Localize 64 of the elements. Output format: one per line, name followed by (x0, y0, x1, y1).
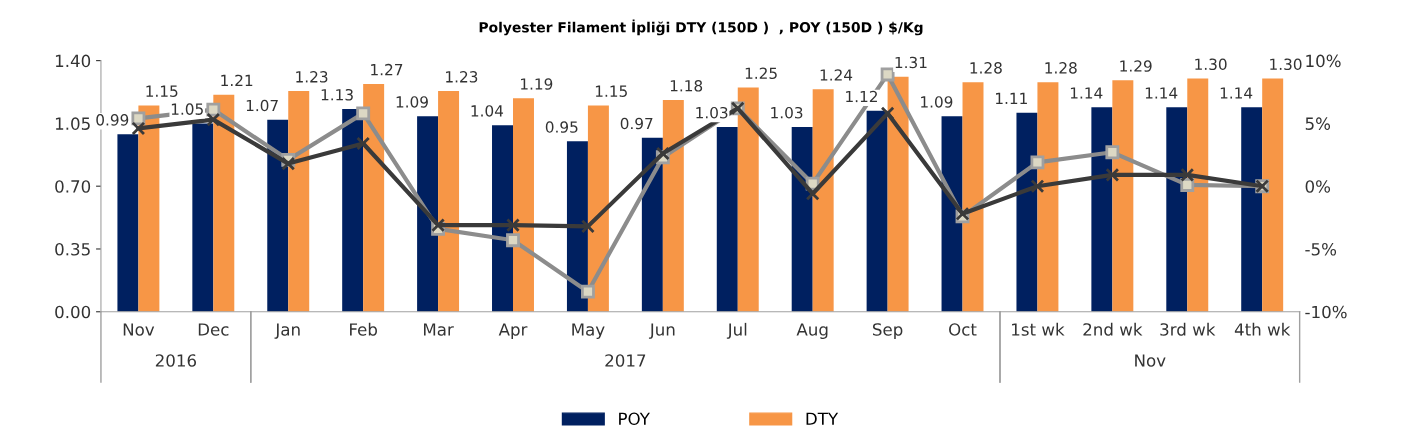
text: 1.19 (521, 78, 553, 90)
x-tick-label: 2nd wk (1083, 322, 1143, 336)
y2-tick-label: -5% (1305, 242, 1337, 256)
text: 1.09 (921, 96, 953, 108)
text: 1.31 (895, 56, 927, 69)
text: 1.13 (321, 88, 353, 101)
y-tick-label: 0.70 (55, 180, 91, 193)
text: 0.99 (96, 114, 129, 126)
text: 1.23 (296, 71, 328, 83)
text: 0.97 (620, 117, 653, 130)
y2-tick-label: 10% (1306, 54, 1341, 68)
chart-title: Polyester Filament İpliği DTY (150D ) , POY (150D ) $/Kg (479, 19, 923, 36)
x-tick-label: Jun (648, 323, 675, 339)
text: 1.15 (595, 85, 627, 97)
text: 1.14 (1220, 87, 1253, 99)
text: 1.05 (171, 103, 203, 115)
y2-tick-label: 0% (1305, 180, 1331, 193)
text: 1.04 (471, 105, 504, 117)
x-tick-label: Mar (423, 323, 454, 336)
x-tick-label: May (572, 323, 605, 339)
x-tick-label: Sep (872, 323, 903, 339)
x-tick-label: Jul (726, 322, 747, 339)
text: 1.03 (696, 106, 728, 119)
x-tick-label: Aug (796, 323, 828, 339)
text: Nov (1135, 354, 1166, 367)
text: 1.14 (1145, 87, 1178, 99)
y-tick-label: 1.40 (55, 54, 91, 68)
x-tick-label: Dec (198, 323, 229, 336)
text: 1.28 (970, 62, 1002, 74)
text: 1.30 (1195, 58, 1227, 71)
x-tick-label: 1st wk (1012, 322, 1065, 336)
text: 1.09 (396, 96, 428, 108)
text: 1.29 (1120, 60, 1152, 72)
text: 0.95 (545, 121, 578, 133)
text: 1.24 (820, 69, 853, 81)
y-tick-label: 1.05 (55, 117, 90, 130)
x-tick-label: 3rd wk (1160, 322, 1216, 336)
x-tick-label: Apr (498, 323, 528, 339)
text: 1.21 (221, 74, 253, 86)
y2-tick-label: 5% (1305, 117, 1331, 130)
text: 1.25 (745, 67, 777, 80)
text: 1.03 (771, 106, 803, 119)
x-tick-label: Jan (274, 323, 300, 339)
legend-label: DTY (806, 412, 839, 425)
text: 1.07 (246, 99, 278, 112)
text: 1.18 (670, 80, 703, 92)
text: 1.27 (371, 63, 403, 76)
text: 1.14 (1070, 87, 1103, 99)
x-tick-label: 4th wk (1234, 322, 1291, 336)
y-tick-label: 0.35 (55, 242, 90, 256)
text: 1.30 (1270, 58, 1302, 71)
text: 1.23 (446, 71, 478, 83)
text: 1.12 (846, 90, 877, 103)
x-tick-label: Feb (350, 322, 377, 336)
text: 1.28 (1045, 62, 1077, 74)
y-tick-label: 0.00 (55, 305, 91, 319)
legend-label: POY (619, 412, 650, 426)
text: 1.11 (996, 92, 1027, 104)
x-tick-label: Oct (949, 323, 977, 336)
text: 2016 (155, 354, 197, 367)
x-tick-label: Nov (123, 323, 155, 336)
text: 2017 (605, 354, 646, 367)
text: 1.15 (146, 85, 178, 97)
y2-tick-label: -10% (1305, 305, 1347, 319)
